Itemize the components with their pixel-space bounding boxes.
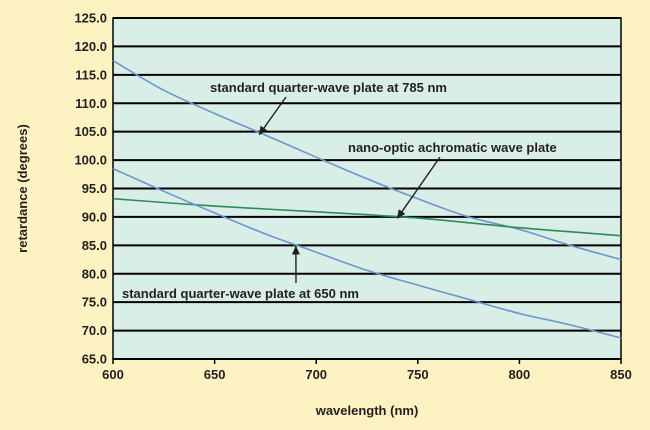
y-tick-label: 100.0 (74, 153, 107, 168)
x-tick-label: 750 (407, 367, 429, 382)
x-axis-title: wavelength (nm) (315, 403, 419, 418)
y-tick-label: 80.0 (82, 266, 107, 281)
x-tick-label: 850 (610, 367, 632, 382)
y-tick-label: 105.0 (74, 124, 107, 139)
y-tick-label: 65.0 (82, 352, 107, 367)
y-tick-label: 85.0 (82, 238, 107, 253)
x-tick-label: 600 (102, 367, 124, 382)
x-axis: 600 650 700 750 800 850 (102, 359, 632, 382)
x-tick-label: 650 (204, 367, 226, 382)
y-tick-label: 115.0 (75, 67, 107, 82)
annotation-label-achromatic: nano-optic achromatic wave plate (348, 140, 557, 155)
x-tick-label: 800 (509, 367, 531, 382)
y-axis: 65.0 70.0 75.0 80.0 85.0 90.0 95.0 100.0 105.0 11… (74, 11, 107, 367)
y-tick-label: 70.0 (82, 323, 107, 338)
x-tick-label: 700 (305, 367, 327, 382)
y-axis-title: retardance (degrees) (15, 124, 30, 253)
annotation-label-785: standard quarter-wave plate at 785 nm (210, 80, 447, 95)
y-tick-label: 125.0 (74, 11, 107, 26)
y-tick-label: 95.0 (82, 181, 107, 196)
annotation-label-650: standard quarter-wave plate at 650 nm (122, 286, 359, 301)
y-tick-label: 90.0 (82, 209, 107, 224)
y-tick-label: 120.0 (74, 39, 107, 54)
y-tick-label: 75.0 (82, 295, 107, 310)
y-tick-label: 110.0 (75, 96, 107, 111)
